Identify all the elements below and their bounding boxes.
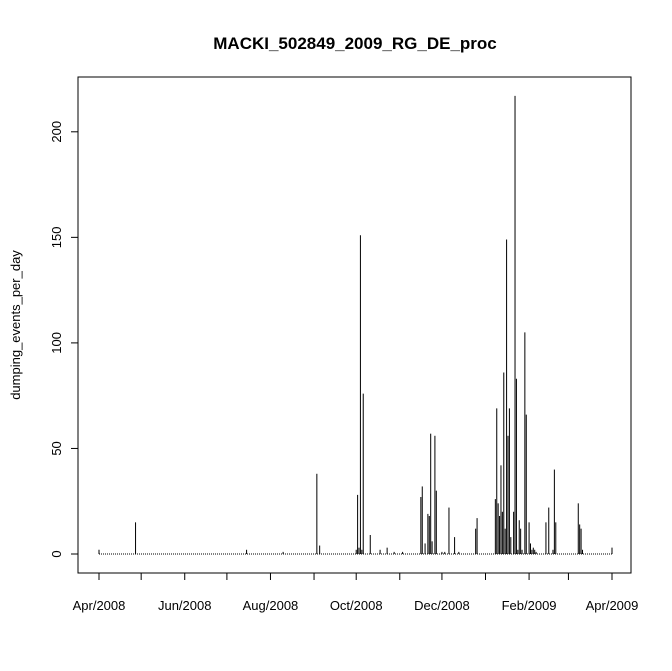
y-axis-label: dumping_events_per_day [8,250,23,400]
y-tick-label: 100 [49,332,64,354]
chart-title: MACKI_502849_2009_RG_DE_proc [213,34,497,53]
x-tick-label: Dec/2008 [414,598,470,613]
y-tick-label: 150 [49,226,64,248]
x-tick-label: Feb/2009 [502,598,557,613]
plot-area-frame [77,76,632,574]
y-tick-label: 0 [49,550,64,557]
x-tick-label: Aug/2008 [243,598,299,613]
y-axis: 0 50 100 150 200 [49,121,79,558]
x-tick-label: Apr/2008 [73,598,126,613]
y-tick-label: 200 [49,121,64,143]
y-tick-label: 50 [49,441,64,455]
x-tick-label: Apr/2009 [586,598,639,613]
data-bars [98,95,613,555]
x-tick-label: Jun/2008 [158,598,212,613]
x-axis: Apr/2008 Jun/2008 Aug/2008 Oct/2008 Dec/2008… [73,572,639,613]
x-tick-label: Oct/2008 [330,598,383,613]
